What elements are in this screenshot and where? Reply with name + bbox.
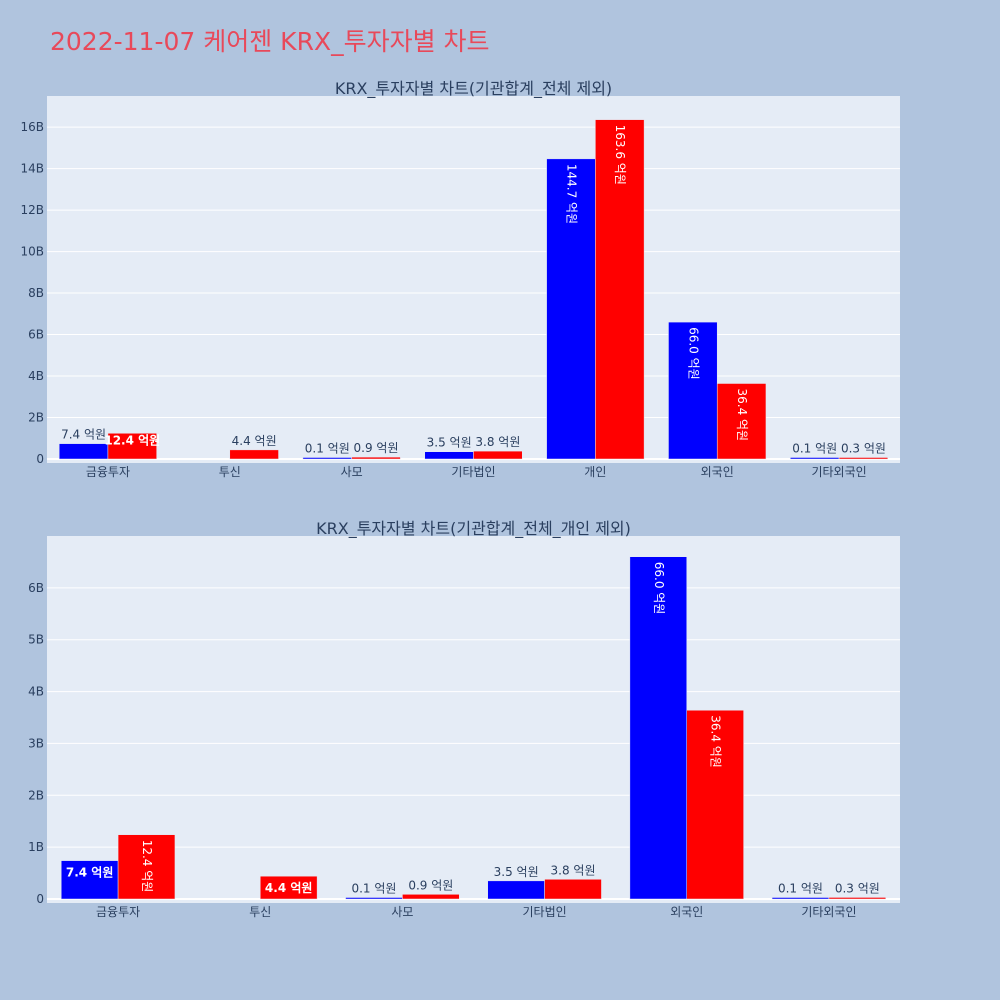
bar <box>351 456 401 460</box>
data-label: 0.9 억원 <box>408 878 453 892</box>
x-axis-bottom: 금융투자 투신 사모 기타법인 외국인 기타외국인 <box>96 905 857 919</box>
y-axis-top: 0 2B 4B 6B 8B 10B 12B 14B 16B <box>20 120 44 466</box>
x-axis-top: 금융투자 투신 사모 기타법인 개인 외국인 기타외국인 <box>86 465 867 479</box>
data-label: 66.0 억원 <box>686 327 700 380</box>
y-tick-label: 4B <box>28 685 44 699</box>
plot-area-top <box>47 96 900 463</box>
y-tick-label: 0 <box>36 892 44 906</box>
chart-title-bottom: KRX_투자자별 차트(기관합계_전체_개인 제외) <box>316 519 631 539</box>
y-tick-label: 16B <box>20 120 44 134</box>
data-label: 4.4 억원 <box>265 881 313 895</box>
y-tick-label: 5B <box>28 633 44 647</box>
x-tick-label: 기타외국인 <box>811 465 866 479</box>
bars-top <box>58 119 889 460</box>
bar <box>424 451 474 460</box>
bar <box>771 897 830 900</box>
bar <box>487 880 545 900</box>
data-label: 0.3 억원 <box>835 881 880 895</box>
y-tick-label: 4B <box>28 369 44 383</box>
data-label: 0.1 억원 <box>778 882 823 896</box>
bar <box>402 894 460 900</box>
data-label: 3.8 억원 <box>551 863 596 877</box>
bar <box>544 879 602 900</box>
data-label: 12.4 억원 <box>104 433 160 447</box>
bar <box>828 897 887 900</box>
data-label: 163.6 억원 <box>613 125 627 185</box>
chart-bottom: KRX_투자자별 차트(기관합계_전체_개인 제외) 0 1B 2B 3B 4B 5B 6B… <box>28 519 900 919</box>
data-label: 7.4 억원 <box>66 866 114 880</box>
y-tick-label: 6B <box>28 581 44 595</box>
data-label: 0.1 억원 <box>305 442 350 456</box>
x-tick-label: 외국인 <box>670 905 703 919</box>
x-tick-label: 사모 <box>391 905 413 919</box>
bar <box>229 449 279 460</box>
data-label: 7.4 억원 <box>61 428 106 442</box>
y-tick-label: 10B <box>20 245 44 259</box>
data-label: 0.3 억원 <box>841 442 886 456</box>
bar <box>546 158 596 460</box>
data-label: 36.4 억원 <box>709 715 723 768</box>
plot-area-bottom <box>47 536 900 903</box>
bar <box>686 709 744 900</box>
x-tick-label: 투신 <box>219 465 241 479</box>
data-label: 12.4 억원 <box>140 840 154 893</box>
bar <box>838 457 889 460</box>
bar <box>58 443 109 460</box>
bar <box>345 897 403 900</box>
bar <box>473 450 523 460</box>
chart-top: KRX_투자자별 차트(기관합계_전체 제외) 0 2B 4B 6B 8B 10B 12B 1… <box>20 79 900 479</box>
data-label: 3.5 억원 <box>427 436 472 450</box>
data-label: 0.1 억원 <box>351 882 396 896</box>
y-tick-label: 3B <box>28 736 44 750</box>
data-label: 66.0 억원 <box>652 562 666 615</box>
y-tick-label: 0 <box>36 452 44 466</box>
bar <box>117 834 176 900</box>
data-label: 0.1 억원 <box>792 442 837 456</box>
gridlines-top <box>47 126 900 460</box>
bar <box>107 433 157 460</box>
data-label: 3.8 억원 <box>475 435 520 449</box>
bar <box>668 321 718 460</box>
chart-title-top: KRX_투자자별 차트(기관합계_전체 제외) <box>335 79 612 99</box>
bar <box>595 119 645 460</box>
bar <box>790 457 840 460</box>
y-axis-bottom: 0 1B 2B 3B 4B 5B 6B <box>28 581 44 906</box>
y-tick-label: 14B <box>20 162 44 176</box>
data-label: 3.5 억원 <box>494 865 539 879</box>
bar <box>629 556 688 900</box>
bar <box>302 457 352 460</box>
bar <box>260 875 318 900</box>
y-tick-label: 6B <box>28 328 44 342</box>
y-tick-label: 1B <box>28 840 44 854</box>
x-tick-label: 사모 <box>341 465 363 479</box>
bar <box>716 383 767 460</box>
data-labels-bottom: 7.4 억원 12.4 억원 4.4 억원 0.1 억원 0.9 억원 3.5 억원 3.8… <box>66 562 880 896</box>
x-tick-label: 외국인 <box>701 465 734 479</box>
y-tick-label: 2B <box>28 788 44 802</box>
y-tick-label: 2B <box>28 411 44 425</box>
data-label: 144.7 억원 <box>564 164 578 224</box>
x-tick-label: 기타법인 <box>451 465 495 479</box>
x-tick-label: 투신 <box>249 905 271 919</box>
data-label: 0.9 억원 <box>354 441 399 455</box>
x-tick-label: 금융투자 <box>86 465 130 479</box>
page-title: 2022-11-07 케어젠 KRX_투자자별 차트 <box>50 27 490 56</box>
x-tick-label: 개인 <box>584 465 606 479</box>
data-label: 36.4 억원 <box>735 388 749 441</box>
bars-bottom <box>60 556 887 900</box>
x-tick-label: 기타외국인 <box>801 905 856 919</box>
gridlines-bottom <box>47 587 900 900</box>
x-tick-label: 기타법인 <box>522 905 566 919</box>
y-tick-label: 8B <box>28 286 44 300</box>
y-tick-label: 12B <box>20 203 44 217</box>
x-tick-label: 금융투자 <box>96 905 140 919</box>
data-label: 4.4 억원 <box>232 434 277 448</box>
